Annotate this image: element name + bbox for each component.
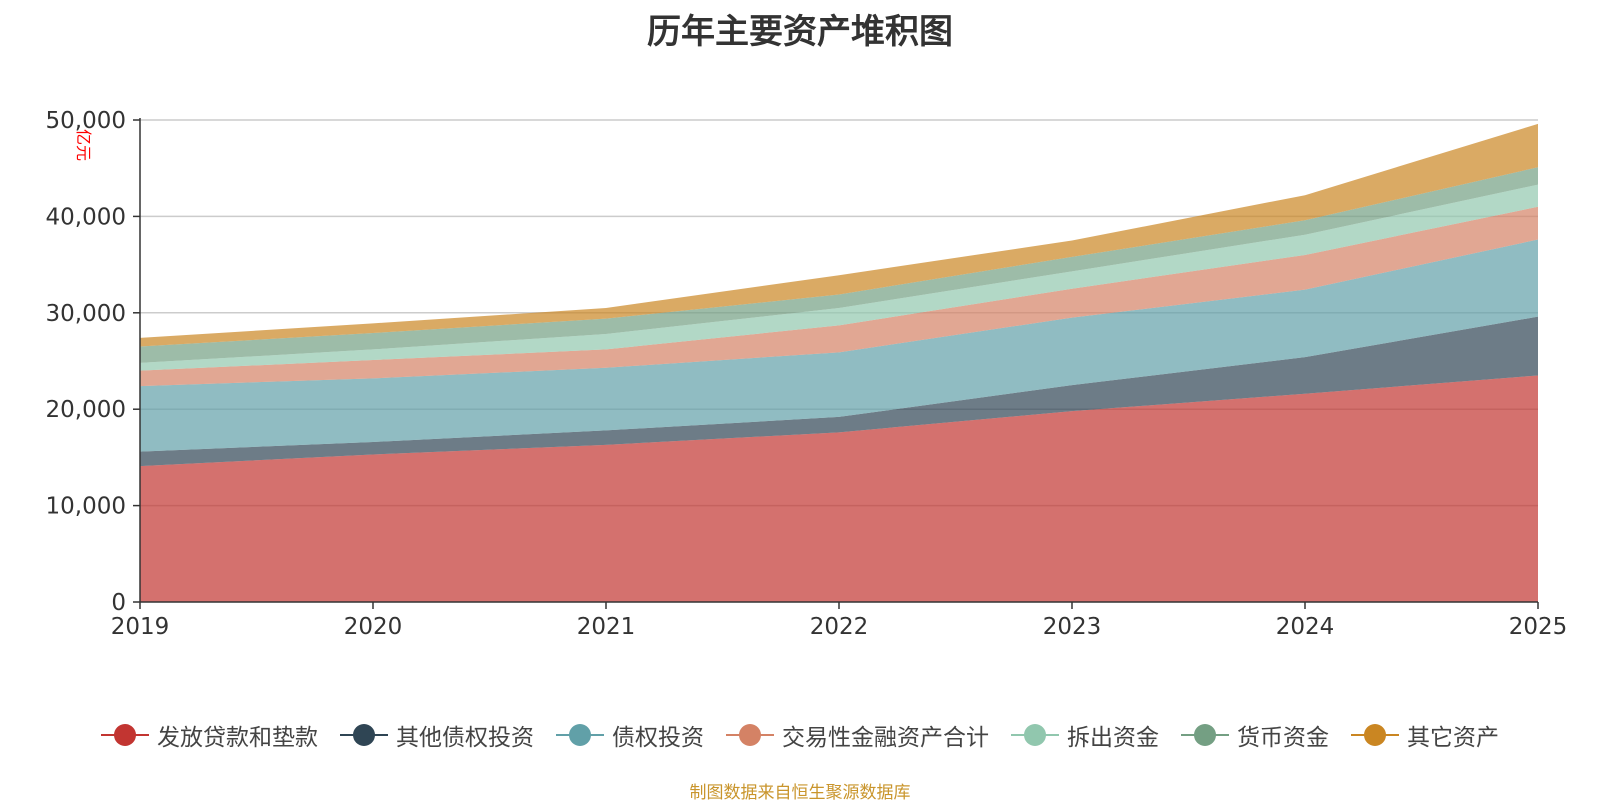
legend-marker-icon bbox=[340, 722, 388, 748]
legend-marker-icon bbox=[1351, 722, 1399, 748]
chart-title: 历年主要资产堆积图 bbox=[647, 12, 953, 52]
x-tick-label: 2023 bbox=[1043, 614, 1102, 640]
x-tick-label: 2024 bbox=[1276, 614, 1335, 640]
x-tick-label: 2019 bbox=[111, 614, 170, 640]
legend-item[interactable]: 其它资产 bbox=[1351, 718, 1499, 752]
legend-label: 拆出资金 bbox=[1067, 725, 1159, 751]
legend-item[interactable]: 拆出资金 bbox=[1011, 718, 1159, 752]
source-note: 制图数据来自恒生聚源数据库 bbox=[689, 783, 911, 803]
area-series-交易性金融资产合计 bbox=[140, 206, 1538, 387]
legend-item[interactable]: 货币资金 bbox=[1181, 718, 1329, 752]
y-tick-label: 40,000 bbox=[46, 204, 126, 230]
legend-label: 其它资产 bbox=[1407, 725, 1499, 751]
legend-item[interactable]: 其他债权投资 bbox=[340, 718, 534, 752]
legend-label: 其他债权投资 bbox=[396, 725, 534, 751]
x-tick-label: 2020 bbox=[344, 614, 403, 640]
x-tick-label: 2025 bbox=[1509, 614, 1568, 640]
area-series-其他债权投资 bbox=[140, 316, 1538, 467]
x-tick-label: 2022 bbox=[810, 614, 869, 640]
legend-item[interactable]: 发放贷款和垫款 bbox=[101, 718, 318, 752]
legend-label: 货币资金 bbox=[1237, 725, 1329, 751]
legend: 发放贷款和垫款 其他债权投资 债权投资 交易性金融资产合计 拆出资金 货币资金 其它资产 bbox=[0, 718, 1600, 752]
y-tick-label: 20,000 bbox=[46, 397, 126, 423]
legend-marker-icon bbox=[1011, 722, 1059, 748]
legend-marker-icon bbox=[101, 722, 149, 748]
y-tick-label: 30,000 bbox=[46, 301, 126, 327]
legend-item[interactable]: 交易性金融资产合计 bbox=[726, 718, 989, 752]
y-axis-label: 亿元 bbox=[74, 129, 93, 161]
legend-item[interactable]: 债权投资 bbox=[556, 718, 704, 752]
area-layer bbox=[140, 123, 1538, 602]
axis-layer: 0 10,000 20,000 30,000 40,000 50,000 2019 2020 2… bbox=[46, 108, 1568, 640]
legend-label: 发放贷款和垫款 bbox=[157, 725, 318, 751]
legend-marker-icon bbox=[556, 722, 604, 748]
legend-marker-icon bbox=[726, 722, 774, 748]
y-tick-label: 50,000 bbox=[46, 108, 126, 134]
area-series-发放贷款和垫款 bbox=[140, 375, 1538, 602]
y-tick-label: 0 bbox=[111, 590, 126, 616]
x-tick-label: 2021 bbox=[577, 614, 636, 640]
legend-label: 交易性金融资产合计 bbox=[782, 725, 989, 751]
area-series-货币资金 bbox=[140, 167, 1538, 363]
y-tick-label: 10,000 bbox=[46, 494, 126, 520]
area-series-债权投资 bbox=[140, 239, 1538, 452]
legend-label: 债权投资 bbox=[612, 725, 704, 751]
legend-marker-icon bbox=[1181, 722, 1229, 748]
